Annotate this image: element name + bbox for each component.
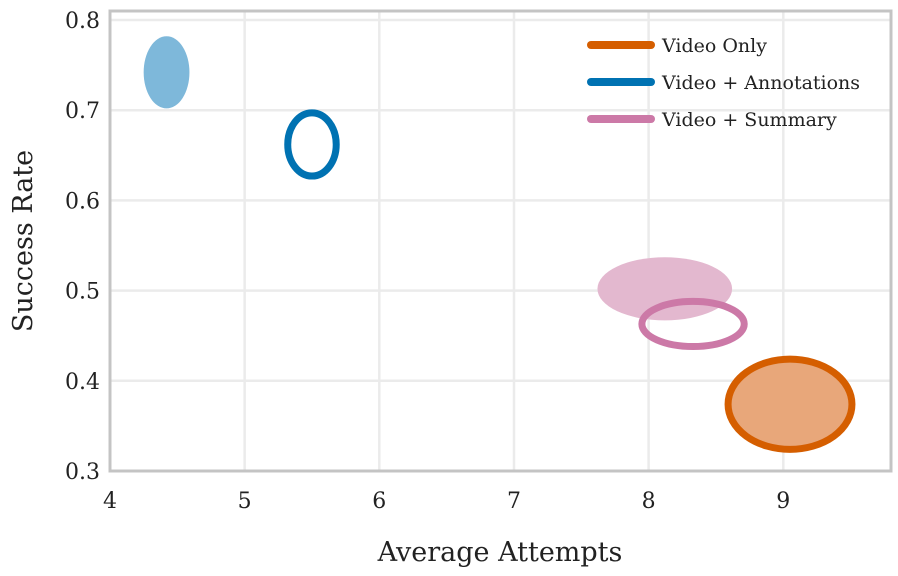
y-tick-label: 0.7 [65, 99, 100, 124]
y-axis-label: Success Rate [8, 150, 39, 332]
point-video-summary-outline [638, 297, 748, 351]
point-video-only-filled-outlined [724, 355, 856, 453]
x-tick-label: 7 [507, 489, 521, 514]
x-tick-label: 8 [642, 489, 656, 514]
plot-frame [108, 9, 893, 473]
x-tick-label: 6 [372, 489, 386, 514]
y-tick-label: 0.5 [65, 280, 100, 305]
x-tick-label: 5 [238, 489, 252, 514]
legend: Video Only Video + Annotations Video + Sum… [587, 35, 860, 131]
point-video-summary-filled [597, 257, 733, 321]
y-tick-label: 0.3 [65, 460, 100, 485]
x-tick-label: 4 [103, 489, 117, 514]
tick-labels: 4 5 6 7 8 9 0.3 0.4 0.5 0.6 0.7 0.8 [65, 9, 790, 514]
y-tick-label: 0.8 [65, 9, 100, 34]
legend-label: Video + Summary [661, 109, 837, 131]
legend-label: Video + Annotations [661, 72, 860, 94]
point-video-annotations-filled [143, 36, 190, 109]
data-marks [143, 36, 856, 453]
x-axis-label: Average Attempts [377, 537, 623, 568]
y-tick-label: 0.6 [65, 189, 100, 214]
legend-label: Video Only [661, 35, 767, 57]
x-tick-label: 9 [776, 489, 790, 514]
point-video-annotations-outline [284, 109, 340, 180]
y-tick-label: 0.4 [65, 370, 100, 395]
